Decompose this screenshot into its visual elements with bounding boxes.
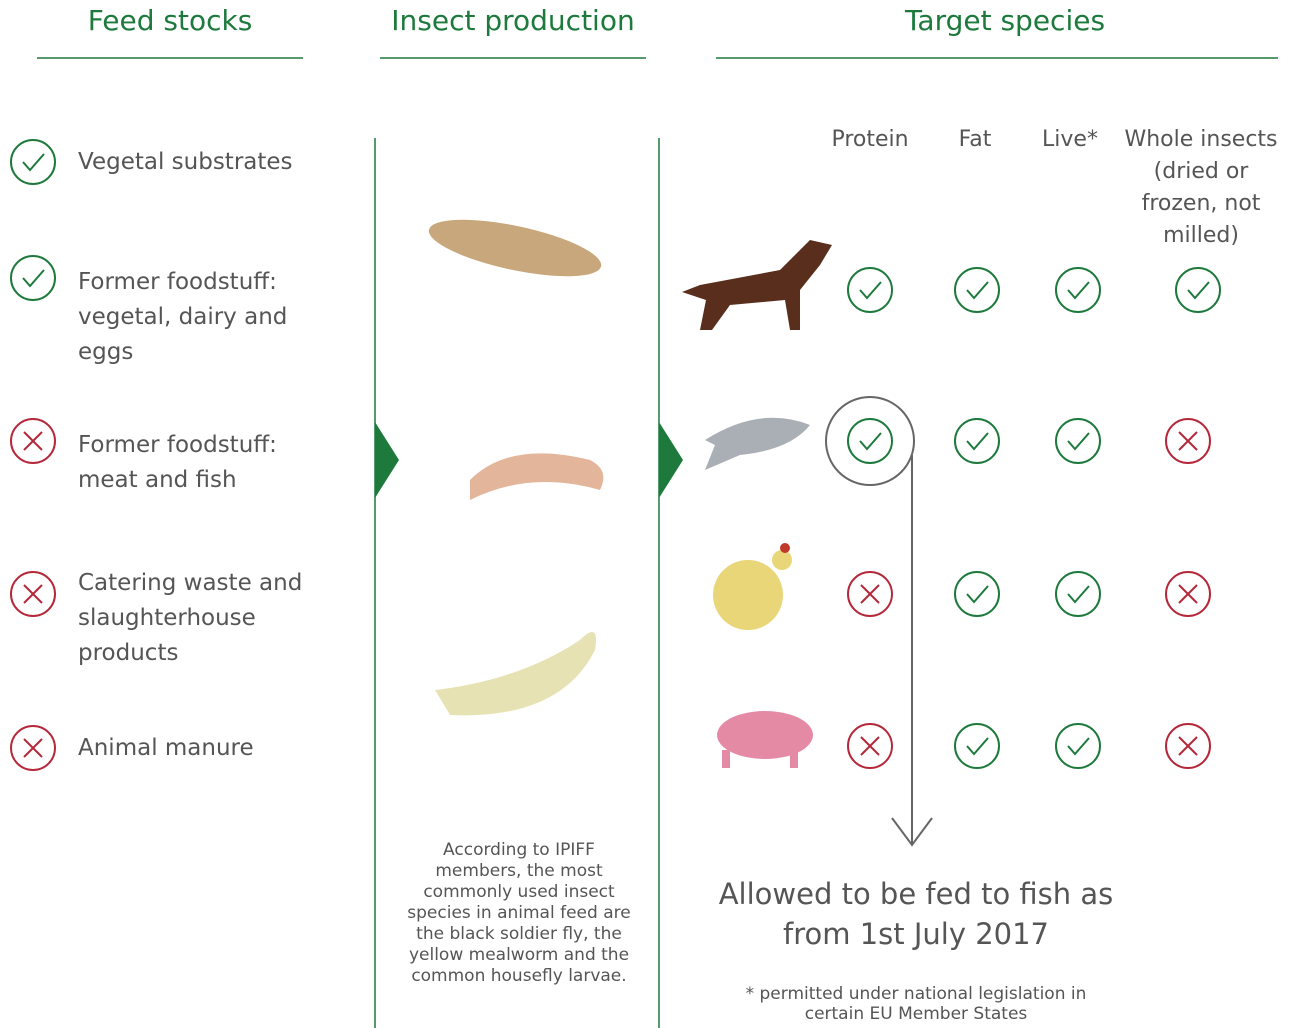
header: Insect production bbox=[370, 4, 656, 37]
insect-note: According to IPIFF members, the most com… bbox=[405, 840, 633, 987]
feed-stock: Animal manure bbox=[78, 731, 368, 766]
feed-stock: Catering waste and slaughterhouse produc… bbox=[78, 566, 318, 671]
column-header: Protein bbox=[820, 124, 920, 156]
header: Feed stocks bbox=[37, 4, 303, 37]
animals bbox=[682, 240, 832, 768]
larvae bbox=[424, 208, 605, 715]
column-header: Whole insects (dried or frozen, not mill… bbox=[1118, 124, 1284, 252]
feed-icons bbox=[11, 140, 55, 770]
feed-stock: Vegetal substrates bbox=[78, 145, 368, 180]
arrow-marker bbox=[659, 422, 683, 498]
infographic: Feed stocks Insect production Target spe… bbox=[0, 0, 1296, 1028]
matrix-icons bbox=[848, 268, 1220, 768]
column-header: Fat bbox=[935, 124, 1015, 156]
feed-stock: Former foodstuff: meat and fish bbox=[78, 428, 298, 498]
arrow-marker bbox=[375, 422, 399, 498]
callout: Allowed to be fed to fish as from 1st Ju… bbox=[716, 874, 1116, 954]
feed-stock: Former foodstuff: vegetal, dairy and egg… bbox=[78, 265, 348, 370]
header: Target species bbox=[716, 4, 1294, 37]
footnote: * permitted under national legislation i… bbox=[716, 984, 1116, 1024]
callout-arrow bbox=[826, 397, 932, 845]
column-header: Live* bbox=[1035, 124, 1105, 156]
